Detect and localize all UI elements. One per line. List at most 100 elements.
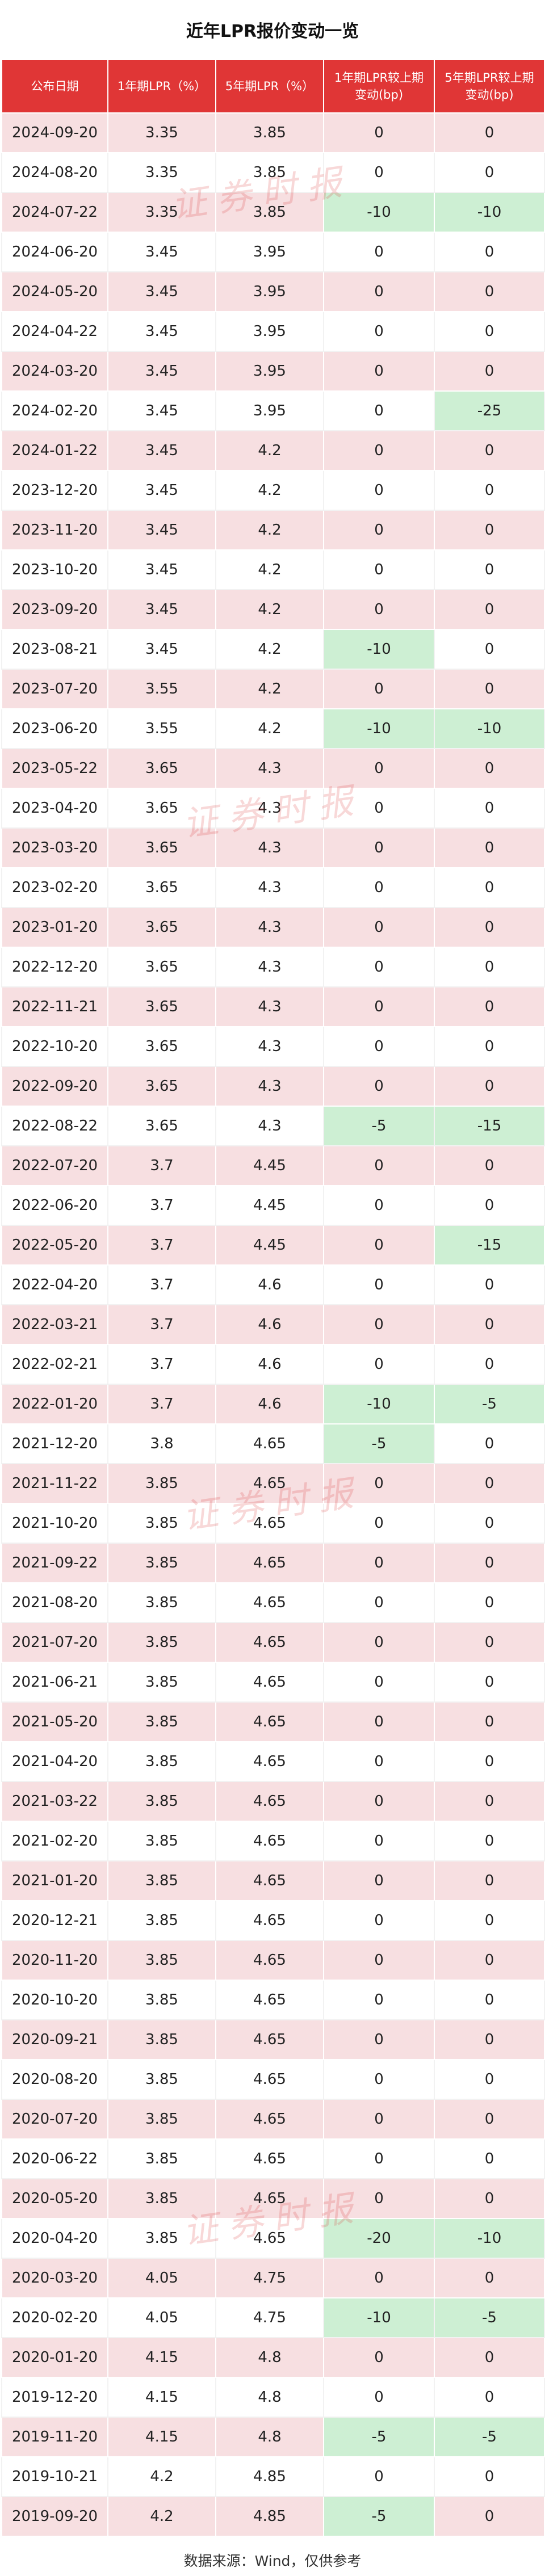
page-title: 近年LPR报价变动一览 [186, 22, 359, 41]
cell-date: 2024-03-20 [1, 351, 108, 392]
table-row: 2019-09-20 4.2 4.85 -5 0 [1, 2496, 545, 2537]
cell-lpr-5y: 4.2 [215, 669, 324, 709]
cell-date: 2019-09-20 [1, 2496, 108, 2537]
header-change-1y-line1: 1年期LPR较上期 [334, 70, 424, 85]
cell-lpr-5y: 4.65 [215, 2138, 324, 2179]
cell-change-5y: -5 [434, 2417, 545, 2457]
cell-lpr-5y: 4.65 [215, 1940, 324, 1981]
header-lpr-5y: 5年期LPR（%） [215, 59, 324, 114]
cell-lpr-5y: 4.65 [215, 2019, 324, 2060]
cell-date: 2022-02-21 [1, 1344, 108, 1385]
cell-change-1y: 0 [323, 510, 435, 551]
cell-change-1y: -5 [323, 1106, 435, 1146]
cell-date: 2020-05-20 [1, 2178, 108, 2219]
cell-change-1y: 0 [323, 2138, 435, 2179]
cell-date: 2021-07-20 [1, 1622, 108, 1663]
cell-date: 2020-01-20 [1, 2337, 108, 2378]
cell-change-1y: 0 [323, 669, 435, 709]
cell-lpr-5y: 4.3 [215, 788, 324, 829]
cell-lpr-5y: 4.2 [215, 629, 324, 670]
cell-lpr-1y: 3.35 [107, 152, 216, 193]
cell-change-5y: 0 [434, 1066, 545, 1107]
cell-change-1y: 0 [323, 1860, 435, 1901]
cell-date: 2024-06-20 [1, 232, 108, 272]
cell-change-5y: 0 [434, 669, 545, 709]
cell-date: 2022-03-21 [1, 1304, 108, 1345]
cell-change-5y: -15 [434, 1106, 545, 1146]
cell-lpr-5y: 4.2 [215, 430, 324, 471]
cell-lpr-1y: 3.45 [107, 271, 216, 312]
cell-lpr-5y: 4.65 [215, 1821, 324, 1861]
table-row: 2020-06-22 3.85 4.65 0 0 [1, 2138, 545, 2179]
table-row: 2021-08-20 3.85 4.65 0 0 [1, 1582, 545, 1623]
cell-date: 2020-11-20 [1, 1940, 108, 1981]
cell-change-5y: 0 [434, 2138, 545, 2179]
cell-date: 2021-01-20 [1, 1860, 108, 1901]
cell-lpr-1y: 4.2 [107, 2496, 216, 2537]
cell-change-5y: 0 [434, 1264, 545, 1305]
cell-date: 2022-06-20 [1, 1185, 108, 1226]
cell-lpr-5y: 4.65 [215, 1543, 324, 1583]
table-row: 2020-02-20 4.05 4.75 -10 -5 [1, 2297, 545, 2338]
table-row: 2024-01-22 3.45 4.2 0 0 [1, 430, 545, 471]
cell-lpr-1y: 3.45 [107, 430, 216, 471]
table-row: 2022-06-20 3.7 4.45 0 0 [1, 1185, 545, 1226]
cell-change-5y: 0 [434, 2456, 545, 2497]
cell-lpr-5y: 4.65 [215, 1582, 324, 1623]
cell-change-1y: 0 [323, 271, 435, 312]
cell-change-5y: 0 [434, 2377, 545, 2418]
cell-change-5y: 0 [434, 1860, 545, 1901]
cell-date: 2023-12-20 [1, 470, 108, 511]
cell-lpr-5y: 4.65 [215, 1741, 324, 1782]
cell-lpr-1y: 3.45 [107, 510, 216, 551]
table-row: 2021-01-20 3.85 4.65 0 0 [1, 1860, 545, 1901]
table-row: 2020-04-20 3.85 4.65 -20 -10 [1, 2218, 545, 2259]
table-row: 2021-10-20 3.85 4.65 0 0 [1, 1503, 545, 1544]
cell-change-5y: 0 [434, 2099, 545, 2140]
cell-lpr-1y: 4.15 [107, 2377, 216, 2418]
cell-change-5y: -5 [434, 1384, 545, 1424]
cell-lpr-1y: 3.45 [107, 232, 216, 272]
cell-date: 2022-09-20 [1, 1066, 108, 1107]
cell-lpr-1y: 3.85 [107, 1701, 216, 1742]
table-row: 2023-03-20 3.65 4.3 0 0 [1, 827, 545, 868]
cell-lpr-1y: 3.65 [107, 907, 216, 948]
cell-lpr-1y: 3.45 [107, 390, 216, 431]
cell-change-1y: 0 [323, 1185, 435, 1226]
cell-lpr-5y: 4.85 [215, 2456, 324, 2497]
cell-change-1y: -20 [323, 2218, 435, 2259]
header-change-5y: 5年期LPR较上期 变动(bp) [434, 59, 545, 114]
cell-change-1y: 0 [323, 1900, 435, 1941]
cell-date: 2023-07-20 [1, 669, 108, 709]
cell-date: 2023-08-21 [1, 629, 108, 670]
cell-change-5y: 0 [434, 2178, 545, 2219]
cell-date: 2023-10-20 [1, 549, 108, 590]
cell-change-5y: -15 [434, 1225, 545, 1266]
table-row: 2022-02-21 3.7 4.6 0 0 [1, 1344, 545, 1385]
cell-change-5y: 0 [434, 2337, 545, 2378]
cell-change-5y: 0 [434, 1701, 545, 1742]
cell-lpr-5y: 4.3 [215, 1066, 324, 1107]
cell-change-5y: 0 [434, 788, 545, 829]
cell-lpr-5y: 4.65 [215, 1980, 324, 2020]
cell-lpr-1y: 3.7 [107, 1225, 216, 1266]
cell-change-5y: 0 [434, 748, 545, 789]
table-row: 2020-01-20 4.15 4.8 0 0 [1, 2337, 545, 2378]
table-header-row: 公布日期 1年期LPR（%） 5年期LPR（%） 1年期LPR较上期 变动(bp… [1, 59, 545, 114]
cell-change-1y: 0 [323, 589, 435, 630]
cell-change-1y: 0 [323, 1701, 435, 1742]
table-row: 2021-12-20 3.8 4.65 -5 0 [1, 1423, 545, 1464]
cell-change-5y: 0 [434, 986, 545, 1027]
cell-change-1y: 0 [323, 2456, 435, 2497]
cell-lpr-1y: 3.85 [107, 2019, 216, 2060]
cell-change-5y: 0 [434, 311, 545, 352]
cell-lpr-5y: 4.3 [215, 867, 324, 908]
cell-date: 2021-10-20 [1, 1503, 108, 1544]
table-row: 2021-07-20 3.85 4.65 0 0 [1, 1622, 545, 1663]
table-row: 2022-09-20 3.65 4.3 0 0 [1, 1066, 545, 1107]
cell-date: 2021-12-20 [1, 1423, 108, 1464]
lpr-table: 公布日期 1年期LPR（%） 5年期LPR（%） 1年期LPR较上期 变动(bp… [1, 59, 545, 2537]
cell-change-5y: 0 [434, 2019, 545, 2060]
table-row: 2020-11-20 3.85 4.65 0 0 [1, 1940, 545, 1981]
cell-date: 2022-10-20 [1, 1026, 108, 1067]
